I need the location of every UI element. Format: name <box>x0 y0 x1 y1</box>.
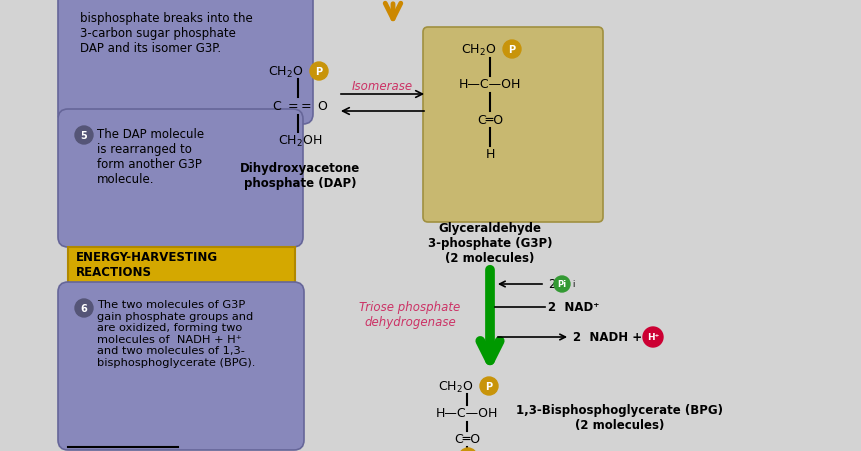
Text: CH$_2$OH: CH$_2$OH <box>278 133 322 148</box>
FancyBboxPatch shape <box>58 282 304 450</box>
Text: CH$_2$O: CH$_2$O <box>461 42 496 57</box>
Text: H—C—OH: H—C—OH <box>436 407 499 419</box>
Circle shape <box>75 127 93 145</box>
Text: 2: 2 <box>549 278 561 291</box>
Text: C═O: C═O <box>454 433 480 446</box>
Text: The two molecules of G3P
gain phosphate groups and
are oxidized, forming two
mol: The two molecules of G3P gain phosphate … <box>97 299 256 367</box>
Text: H⁺: H⁺ <box>647 333 660 342</box>
FancyBboxPatch shape <box>58 110 303 248</box>
Text: ENERGY-HARVESTING
REACTIONS: ENERGY-HARVESTING REACTIONS <box>76 250 218 278</box>
Text: Isomerase: Isomerase <box>351 80 412 93</box>
Text: H—C—OH: H—C—OH <box>459 78 521 91</box>
Circle shape <box>643 327 663 347</box>
Circle shape <box>310 63 328 81</box>
Circle shape <box>480 377 498 395</box>
Circle shape <box>503 41 521 59</box>
Text: 1,3-Bisphosphoglycerate (BPG)
(2 molecules): 1,3-Bisphosphoglycerate (BPG) (2 molecul… <box>517 403 723 431</box>
Circle shape <box>459 448 477 451</box>
Text: P: P <box>509 45 516 55</box>
FancyBboxPatch shape <box>58 0 313 125</box>
Text: The DAP molecule
is rearranged to
form another G3P
molecule.: The DAP molecule is rearranged to form a… <box>97 128 204 186</box>
Text: bisphosphate breaks into the
3-carbon sugar phosphate
DAP and its isomer G3P.: bisphosphate breaks into the 3-carbon su… <box>80 12 253 55</box>
Text: CH$_2$O: CH$_2$O <box>437 378 473 394</box>
FancyBboxPatch shape <box>423 28 603 222</box>
Text: i: i <box>572 280 574 289</box>
Text: 2  NAD⁺: 2 NAD⁺ <box>548 301 599 314</box>
Text: C═O: C═O <box>477 113 503 126</box>
Text: 6: 6 <box>81 304 87 313</box>
Text: P: P <box>486 381 492 391</box>
Text: C $=\!=$ O: C $=\!=$ O <box>272 100 328 113</box>
Text: Triose phosphate
dehydrogenase: Triose phosphate dehydrogenase <box>359 300 461 328</box>
Text: CH$_2$O: CH$_2$O <box>268 64 303 79</box>
Circle shape <box>75 299 93 318</box>
Text: Pi: Pi <box>557 280 567 289</box>
Text: 2  NADH +: 2 NADH + <box>573 331 642 344</box>
Text: Glyceraldehyde
3-phosphate (G3P)
(2 molecules): Glyceraldehyde 3-phosphate (G3P) (2 mole… <box>428 221 552 264</box>
Text: H: H <box>486 148 495 161</box>
Text: Dihydroxyacetone
phosphate (DAP): Dihydroxyacetone phosphate (DAP) <box>240 161 360 189</box>
Text: 5: 5 <box>81 131 87 141</box>
Text: P: P <box>315 67 323 77</box>
Circle shape <box>554 276 570 292</box>
Bar <box>68 248 295 292</box>
